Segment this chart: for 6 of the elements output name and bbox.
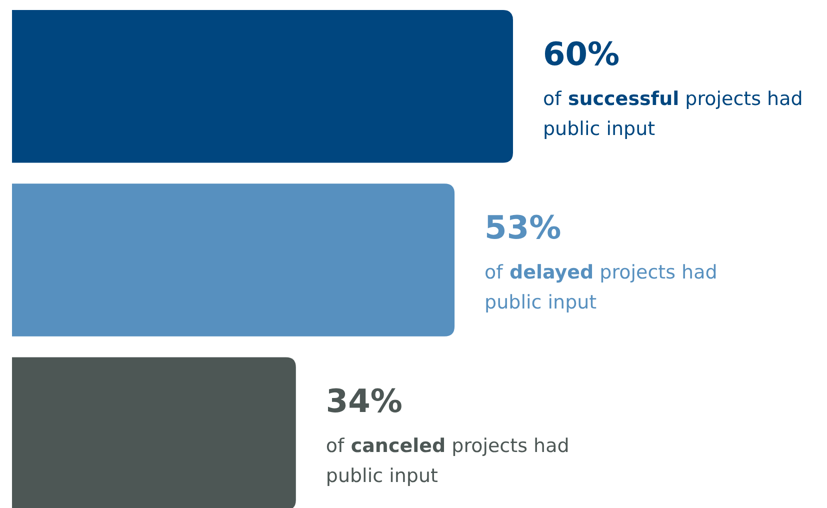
category-label: of canceled projects had public input (326, 435, 570, 488)
data-label: 34% (326, 382, 402, 420)
data-label: 60% (543, 35, 620, 73)
data-label: 53% (484, 208, 562, 247)
category-label: of successful projects had public input (543, 88, 803, 140)
category-label: of delayed projects had public input (484, 262, 718, 314)
